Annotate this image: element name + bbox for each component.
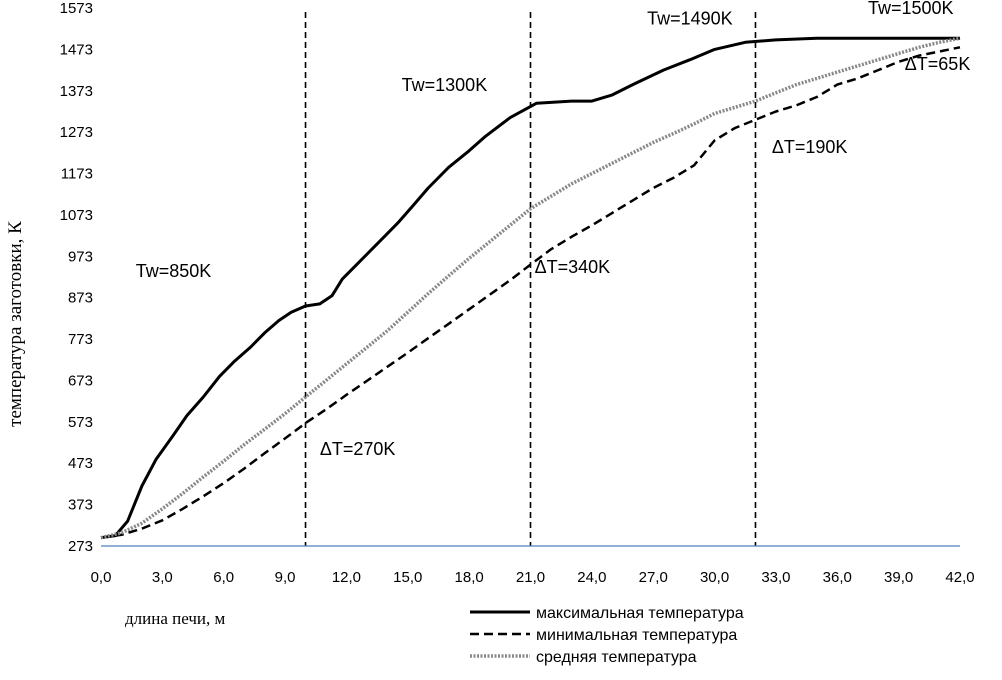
series-line-2 [100, 46, 961, 539]
annotation-label: ΔT=190K [772, 137, 848, 157]
x-tick-label: 21,0 [516, 569, 545, 586]
y-tick-label: 273 [68, 538, 93, 555]
x-tick-label: 39,0 [884, 569, 913, 586]
annotation-label: ΔT=340K [535, 257, 611, 277]
y-axis-title: температура заготовки, К [5, 221, 26, 427]
x-tick-label: 6,0 [213, 569, 234, 586]
legend-label-1: максимальная температура [536, 605, 744, 622]
x-tick-label: 18,0 [455, 569, 484, 586]
annotation-label: Tw=1300K [402, 75, 488, 95]
x-tick-label: 15,0 [393, 569, 422, 586]
y-tick-label: 1173 [61, 166, 93, 183]
y-tick-label: 1473 [60, 41, 93, 58]
x-tick-labels: 0,0 3,0 6,0 9,0 12,0 15,0 18,0 21,0 24,0 27,0 30,0… [91, 569, 975, 586]
x-axis-title: длина печи, м [125, 609, 225, 628]
annotation-label: Tw=1500K [868, 0, 954, 18]
annotation-label: ΔT=65K [905, 54, 971, 74]
x-tick-label: 36,0 [823, 569, 852, 586]
y-tick-label: 873 [68, 290, 93, 307]
y-tick-label: 1373 [60, 83, 93, 100]
y-tick-label: 473 [68, 455, 93, 472]
series-lines [100, 36, 961, 540]
x-tick-label: 0,0 [91, 569, 112, 586]
y-tick-labels: 273 373 473 573 673 773 873 973 1073 1173 1273 1373… [60, 0, 93, 555]
y-tick-label: 773 [68, 331, 93, 348]
legend: максимальная температура минимальная темп… [470, 605, 744, 666]
x-tick-label: 12,0 [332, 569, 361, 586]
legend-label-2: минимальная температура [536, 627, 737, 644]
x-tick-label: 33,0 [761, 569, 790, 586]
x-tick-label: 24,0 [577, 569, 606, 586]
legend-label-3: средняя температура [536, 649, 697, 666]
x-tick-label: 3,0 [152, 569, 173, 586]
x-tick-label: 27,0 [639, 569, 668, 586]
y-tick-label: 573 [68, 414, 93, 431]
annotation-label: Tw=1490K [647, 9, 733, 29]
annotation-label: Tw=850K [136, 261, 212, 281]
series-line-3 [100, 36, 961, 540]
y-tick-label: 673 [68, 372, 93, 389]
y-tick-label: 373 [68, 497, 93, 514]
y-tick-label: 1073 [60, 207, 93, 224]
y-tick-label: 1273 [60, 124, 93, 141]
annotation-label: ΔT=270K [320, 439, 396, 459]
x-tick-label: 9,0 [275, 569, 296, 586]
annotations: Tw=850K Tw=1300K Tw=1490K Tw=1500K ΔT=270K ΔT… [136, 0, 971, 459]
x-tick-label: 30,0 [700, 569, 729, 586]
y-tick-label: 973 [68, 248, 93, 265]
y-tick-label: 1573 [60, 0, 93, 17]
vertical-marker-lines [304, 12, 757, 546]
x-tick-label: 42,0 [945, 569, 974, 586]
series-line-1 [100, 36, 960, 540]
